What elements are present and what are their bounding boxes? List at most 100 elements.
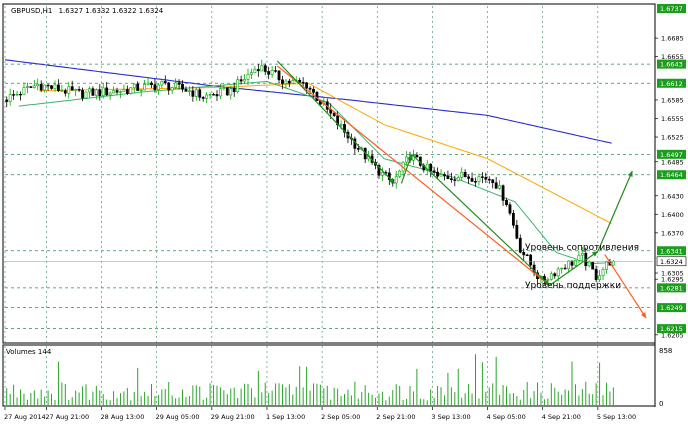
time-tick-label: 27 Aug 21:00 — [45, 413, 89, 421]
time-tick-label: 28 Aug 13:00 — [101, 413, 145, 421]
chart-symbol-label: GBPUSD,H1 1.6327 1.6332 1.6322 1.6324 — [11, 7, 164, 15]
trend-line[interactable] — [276, 65, 550, 286]
trend-arrow-head — [591, 251, 598, 257]
candle-body — [339, 124, 343, 126]
candle-body — [456, 177, 460, 181]
candle-body — [591, 261, 595, 270]
level-price-badge — [657, 283, 686, 293]
volume-bars — [6, 354, 614, 405]
candle-body — [291, 80, 295, 84]
candle-body — [122, 89, 126, 92]
candle-body — [298, 80, 302, 83]
price-axis: 1.66851.66551.65851.65551.65251.64851.64… — [5, 4, 687, 339]
candle-body — [246, 73, 250, 80]
candle-body — [518, 237, 522, 253]
ma-mid-line — [39, 82, 612, 225]
horizontal-levels[interactable] — [5, 63, 653, 330]
trend-line[interactable] — [597, 170, 633, 252]
candle-body — [449, 178, 453, 180]
price-tick-label: 1.6305 — [661, 270, 684, 278]
candle-body — [429, 163, 433, 172]
candle-body — [463, 171, 467, 178]
candle-body — [287, 80, 291, 84]
candle-body — [236, 79, 240, 93]
level-price-badge — [657, 303, 686, 313]
candle-body — [108, 92, 112, 96]
level-price-badge — [657, 170, 686, 180]
candle-body — [256, 69, 260, 72]
candle-body — [453, 179, 457, 181]
candle-body — [170, 87, 174, 91]
candle-body — [525, 254, 529, 256]
time-tick-label: 29 Aug 21:00 — [211, 413, 255, 421]
candle-body — [98, 89, 102, 96]
candle-body — [508, 204, 512, 214]
trend-arrow-head — [407, 154, 413, 161]
candle-body — [174, 82, 178, 88]
trend-arrow-head — [543, 279, 550, 286]
trend-line[interactable] — [604, 254, 647, 319]
candle-body — [239, 79, 243, 82]
candle-body — [563, 267, 567, 270]
top-price-badge — [657, 4, 686, 13]
candle-body — [53, 84, 57, 89]
candle-body — [19, 93, 22, 96]
price-tick-label: 1.6685 — [661, 35, 684, 43]
current-price-label: 1.6324 — [660, 258, 683, 266]
candle-body — [263, 65, 267, 72]
candle-body — [101, 87, 105, 96]
candle-body — [253, 69, 257, 73]
candle-body — [222, 87, 226, 89]
grid — [4, 6, 599, 405]
level-price-label: 1.6215 — [660, 325, 683, 333]
candle-body — [57, 84, 60, 92]
candle-body — [460, 171, 464, 178]
candle-body — [574, 259, 577, 266]
time-tick-label: 29 Aug 05:00 — [156, 413, 200, 421]
moving-averages — [4, 59, 612, 265]
candle-body — [480, 176, 484, 178]
candle-body — [270, 70, 274, 75]
candle-body — [277, 70, 281, 81]
price-tick-label: 1.6400 — [661, 211, 684, 219]
trend-line[interactable] — [549, 250, 599, 286]
candle-body — [32, 85, 36, 88]
time-tick-label: 4 Sep 05:00 — [487, 413, 526, 421]
candle-body — [81, 89, 84, 99]
candle-body — [194, 89, 198, 97]
candle-body — [250, 72, 253, 75]
candle-body — [281, 79, 284, 84]
time-tick-label: 3 Sep 13:00 — [431, 413, 470, 421]
support-annotation: Уровень поддержки — [525, 281, 621, 291]
candle-body — [312, 88, 315, 93]
candle-body — [146, 82, 150, 85]
trend-line[interactable] — [411, 153, 551, 286]
candle-body — [160, 81, 164, 86]
candle-body — [39, 83, 43, 91]
candle-body — [580, 253, 584, 256]
candle-body — [439, 174, 443, 177]
candle-body — [598, 275, 601, 281]
level-price-label: 1.6497 — [660, 151, 683, 159]
level-price-badge — [657, 246, 686, 256]
trend-line[interactable] — [276, 60, 395, 184]
candle-body — [219, 88, 222, 97]
price-tick-label: 1.6555 — [661, 115, 684, 123]
time-tick-label: 2 Sep 05:00 — [321, 413, 360, 421]
candle-body — [308, 87, 312, 90]
trend-lines[interactable] — [276, 60, 647, 319]
trend-arrow-head — [640, 312, 647, 319]
candle-body — [394, 176, 398, 184]
candle-body — [505, 200, 508, 206]
candle-body — [487, 178, 491, 181]
candle-body — [570, 260, 574, 266]
candle-body — [443, 174, 446, 177]
level-price-label: 1.6612 — [660, 80, 683, 88]
candle-body — [191, 90, 195, 97]
volume-scale-top: 858 — [659, 347, 672, 355]
candle-body — [132, 83, 136, 89]
candle-body — [8, 94, 12, 102]
candle-body — [60, 90, 64, 92]
candle-body — [212, 94, 215, 96]
candle-body — [12, 94, 16, 96]
